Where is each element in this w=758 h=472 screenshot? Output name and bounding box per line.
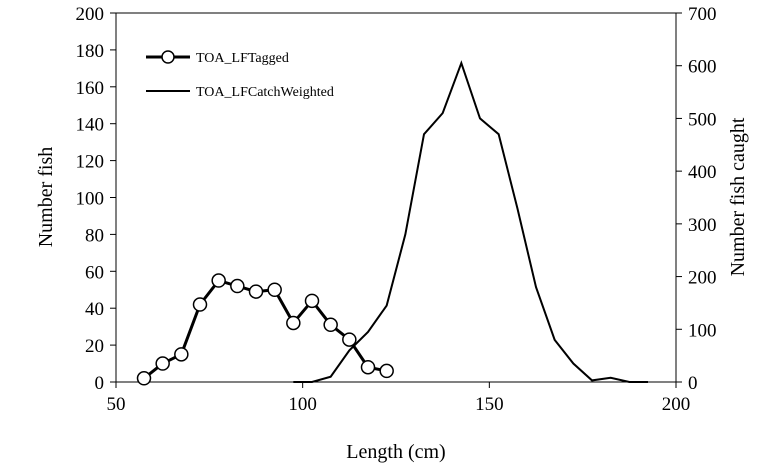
data-point-tagged bbox=[360, 359, 376, 375]
x-axis-title: Length (cm) bbox=[346, 441, 445, 463]
x-tick-label: 100 bbox=[288, 394, 317, 415]
y-tick-label: 200 bbox=[76, 4, 105, 25]
x-tick-label: 200 bbox=[662, 394, 691, 415]
data-point-tagged bbox=[230, 278, 245, 294]
y-tick-label: 80 bbox=[85, 225, 104, 246]
legend: TOA_LFTagged TOA_LFCatchWeighted bbox=[146, 50, 334, 100]
data-point-tagged bbox=[155, 356, 170, 371]
x-tick-label: 150 bbox=[475, 394, 504, 415]
legend-item-catch: TOA_LFCatchWeighted bbox=[146, 85, 334, 100]
y2-tick-label: 200 bbox=[688, 268, 717, 289]
y-tick-label: 40 bbox=[85, 299, 104, 320]
series-layer bbox=[136, 60, 648, 386]
data-point-tagged bbox=[342, 332, 357, 347]
legend-marker-tagged bbox=[161, 50, 175, 64]
data-point-tagged bbox=[174, 347, 189, 362]
ticks: 50 100 150 20002040608010012014016018020001… bbox=[76, 4, 717, 415]
y2-axis-title: Number fish caught bbox=[727, 117, 749, 276]
series-line-catch-weighted bbox=[293, 60, 648, 383]
data-point-tagged bbox=[267, 282, 282, 297]
legend-label-catch: TOA_LFCatchWeighted bbox=[196, 85, 334, 100]
y-tick-label: 180 bbox=[76, 41, 105, 62]
y2-tick-label: 400 bbox=[688, 162, 717, 183]
y-tick-label: 0 bbox=[95, 373, 105, 394]
x-tick-label: 50 bbox=[107, 394, 126, 415]
data-point-tagged bbox=[136, 371, 152, 386]
y-tick-label: 60 bbox=[85, 262, 104, 283]
y2-tick-label: 600 bbox=[688, 57, 717, 78]
y2-tick-label: 300 bbox=[688, 215, 717, 236]
data-point-tagged bbox=[286, 315, 301, 331]
y-tick-label: 140 bbox=[76, 115, 105, 136]
y-tick-label: 160 bbox=[76, 78, 105, 99]
data-point-tagged bbox=[323, 317, 338, 333]
y-tick-label: 20 bbox=[85, 336, 104, 357]
y-axis-title: Number fish bbox=[35, 147, 57, 248]
y2-tick-label: 500 bbox=[688, 109, 717, 130]
series-line-tagged bbox=[143, 279, 387, 380]
data-point-tagged bbox=[211, 273, 226, 288]
plot-area bbox=[115, 12, 677, 383]
y-tick-label: 120 bbox=[76, 152, 105, 173]
legend-item-tagged: TOA_LFTagged bbox=[146, 50, 289, 66]
y2-tick-label: 100 bbox=[688, 320, 717, 341]
y-tick-label: 100 bbox=[76, 189, 105, 210]
legend-label-tagged: TOA_LFTagged bbox=[196, 51, 289, 66]
data-point-tagged bbox=[304, 293, 320, 309]
y2-tick-label: 700 bbox=[688, 4, 717, 25]
y2-tick-label: 0 bbox=[688, 373, 698, 394]
data-point-tagged bbox=[192, 297, 208, 312]
data-point-tagged bbox=[248, 284, 264, 299]
data-point-tagged bbox=[379, 363, 394, 379]
